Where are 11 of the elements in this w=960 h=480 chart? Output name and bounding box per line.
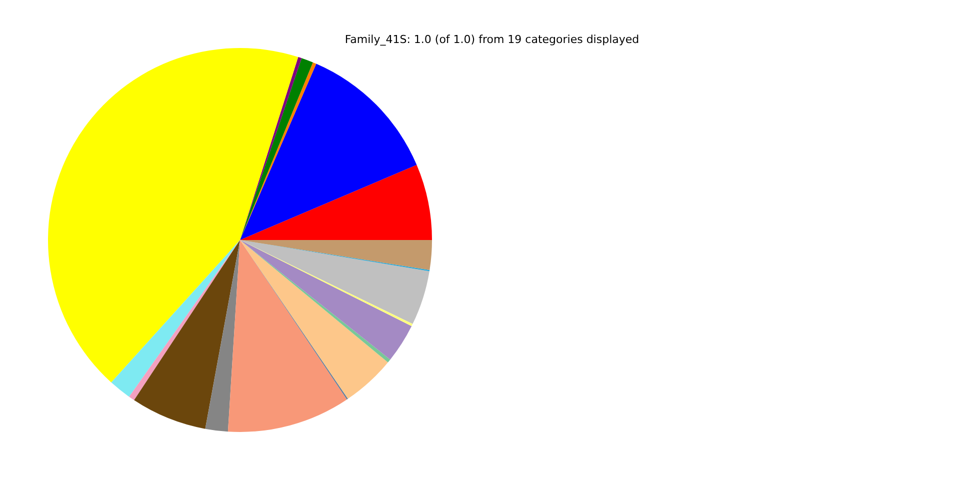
pie-slice bbox=[240, 240, 388, 399]
pie-slice bbox=[48, 48, 298, 382]
pie-slice bbox=[240, 64, 417, 240]
pie-slice bbox=[228, 240, 347, 432]
pie-slice bbox=[134, 240, 240, 429]
pie-slice bbox=[111, 240, 240, 397]
pie-slice bbox=[240, 164, 432, 240]
pie-slice bbox=[240, 57, 302, 240]
pie-slice bbox=[205, 240, 240, 432]
pie-slice bbox=[129, 240, 240, 400]
text: Family_41S: 1.0 (of 1.0) from 19 categories displayed bbox=[344, 33, 640, 46]
